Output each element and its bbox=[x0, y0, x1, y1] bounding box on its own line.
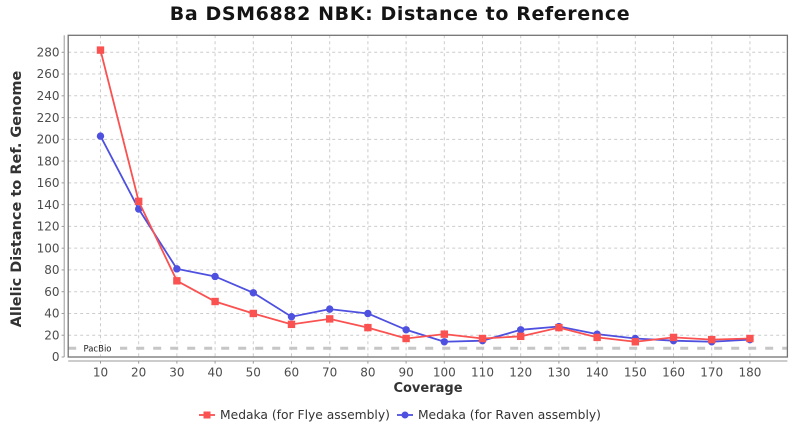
series-marker-square bbox=[593, 333, 601, 342]
series-marker-square bbox=[478, 334, 487, 343]
series-marker-circle bbox=[211, 272, 219, 281]
y-tick-label: 40 bbox=[44, 307, 59, 321]
series-marker-square bbox=[364, 323, 372, 332]
series-marker-square bbox=[631, 338, 640, 346]
y-tick-label: 240 bbox=[37, 89, 60, 103]
y-tick-label: 20 bbox=[44, 328, 59, 342]
baseline-label-bg bbox=[77, 342, 120, 355]
series-marker-circle bbox=[402, 326, 410, 334]
x-tick-label: 100 bbox=[433, 366, 456, 380]
x-tick-label: 20 bbox=[131, 366, 146, 380]
series-marker-square bbox=[249, 309, 257, 318]
series-marker-square bbox=[173, 277, 181, 285]
x-tick-label: 120 bbox=[509, 366, 532, 380]
x-tick-label: 90 bbox=[398, 366, 413, 380]
legend: Medaka (for Flye assembly) Medaka (for Ra… bbox=[0, 408, 800, 422]
series-marker-square bbox=[440, 330, 449, 338]
series-marker-circle bbox=[364, 309, 372, 318]
series-marker-square bbox=[746, 334, 754, 343]
x-tick-label: 60 bbox=[284, 366, 299, 380]
legend-item: Medaka (for Raven assembly) bbox=[396, 408, 601, 422]
series-marker-square bbox=[517, 332, 525, 341]
chart-title: Ba DSM6882 NBK: Distance to Reference bbox=[169, 3, 631, 25]
series-marker-circle bbox=[249, 289, 257, 297]
x-tick-label: 140 bbox=[586, 366, 609, 380]
series-marker-square bbox=[96, 46, 105, 54]
series-marker-square bbox=[211, 297, 219, 306]
y-tick-label: 80 bbox=[44, 263, 59, 277]
x-tick-label: 10 bbox=[93, 366, 108, 380]
series-marker-square bbox=[287, 320, 296, 329]
legend-swatch-circle-icon bbox=[396, 411, 413, 419]
y-tick-label: 260 bbox=[37, 67, 60, 81]
x-tick-label: 30 bbox=[169, 366, 184, 380]
x-tick-label: 110 bbox=[471, 366, 494, 380]
series-marker-square bbox=[669, 333, 678, 342]
series-marker-square bbox=[555, 323, 563, 332]
series-line bbox=[99, 49, 750, 343]
x-tick-label: 130 bbox=[547, 366, 570, 380]
legend-swatch-square-icon bbox=[199, 411, 216, 419]
series-marker-circle bbox=[440, 338, 449, 346]
x-tick-label: 170 bbox=[700, 366, 723, 380]
series-marker-circle bbox=[287, 313, 296, 321]
series-marker-circle bbox=[325, 305, 334, 313]
x-tick-label: 180 bbox=[738, 366, 761, 380]
series-marker-square bbox=[402, 334, 410, 343]
series-marker-circle bbox=[173, 265, 181, 273]
y-tick-label: 120 bbox=[37, 220, 60, 234]
legend-label: Medaka (for Flye assembly) bbox=[220, 408, 390, 422]
series-marker-circle bbox=[96, 132, 105, 140]
x-tick-label: 80 bbox=[360, 366, 375, 380]
x-tick-label: 40 bbox=[207, 366, 222, 380]
x-tick-label: 50 bbox=[246, 366, 261, 380]
x-tick-label: 70 bbox=[322, 366, 337, 380]
y-tick-label: 280 bbox=[37, 45, 60, 59]
y-tick-label: 160 bbox=[37, 176, 60, 190]
y-tick-label: 220 bbox=[37, 111, 60, 125]
series-line bbox=[99, 135, 750, 343]
y-tick-label: 180 bbox=[37, 154, 60, 168]
legend-label: Medaka (for Raven assembly) bbox=[417, 408, 601, 422]
series-marker-circle bbox=[517, 326, 525, 334]
series-marker-square bbox=[134, 197, 143, 206]
legend-item: Medaka (for Flye assembly) bbox=[199, 408, 390, 422]
series-marker-square bbox=[708, 335, 716, 344]
y-tick-label: 140 bbox=[37, 198, 60, 212]
y-tick-label: 0 bbox=[52, 350, 60, 364]
x-axis-title: Coverage bbox=[393, 381, 463, 396]
plot-border bbox=[67, 34, 789, 358]
x-tick-label: 160 bbox=[662, 366, 685, 380]
baseline-label: PacBio bbox=[83, 344, 111, 354]
y-tick-label: 100 bbox=[37, 241, 60, 255]
y-tick-label: 60 bbox=[44, 285, 59, 299]
x-tick-label: 150 bbox=[624, 366, 647, 380]
series-marker-square bbox=[325, 315, 334, 323]
y-tick-label: 200 bbox=[37, 133, 60, 147]
